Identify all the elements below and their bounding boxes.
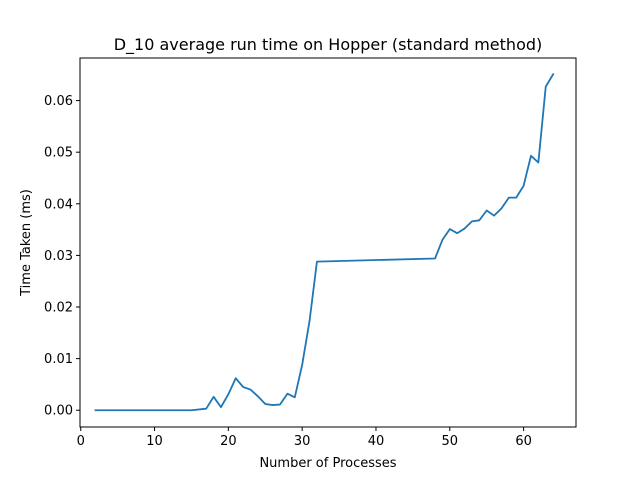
plot-frame [79,57,577,428]
series-line-0 [94,73,555,412]
x-tick-label: 30 [294,434,311,449]
x-tick-label: 40 [368,434,385,449]
axis-ticks: 0 10 20 30 40 50 60 0.00 0.01 0.02 0.03 0.04 0.05 0.0… [44,94,532,449]
x-tick-label: 10 [146,434,163,449]
y-tick-label: 0.00 [44,404,73,419]
y-axis-label: Time Taken (ms) [19,189,34,297]
y-tick-label: 0.05 [44,146,73,161]
x-tick-label: 60 [515,434,532,449]
y-tick-label: 0.06 [44,94,73,109]
chart-title: D_10 average run time on Hopper (standar… [114,35,543,55]
y-tick-label: 0.01 [44,352,73,367]
x-tick-label: 0 [77,434,85,449]
x-tick-label: 50 [442,434,459,449]
plot-area [94,73,555,412]
x-axis-label: Number of Processes [259,456,396,471]
y-tick-label: 0.04 [44,197,73,212]
y-tick-label: 0.03 [44,249,73,264]
x-tick-label: 20 [220,434,237,449]
y-tick-label: 0.02 [44,301,73,316]
